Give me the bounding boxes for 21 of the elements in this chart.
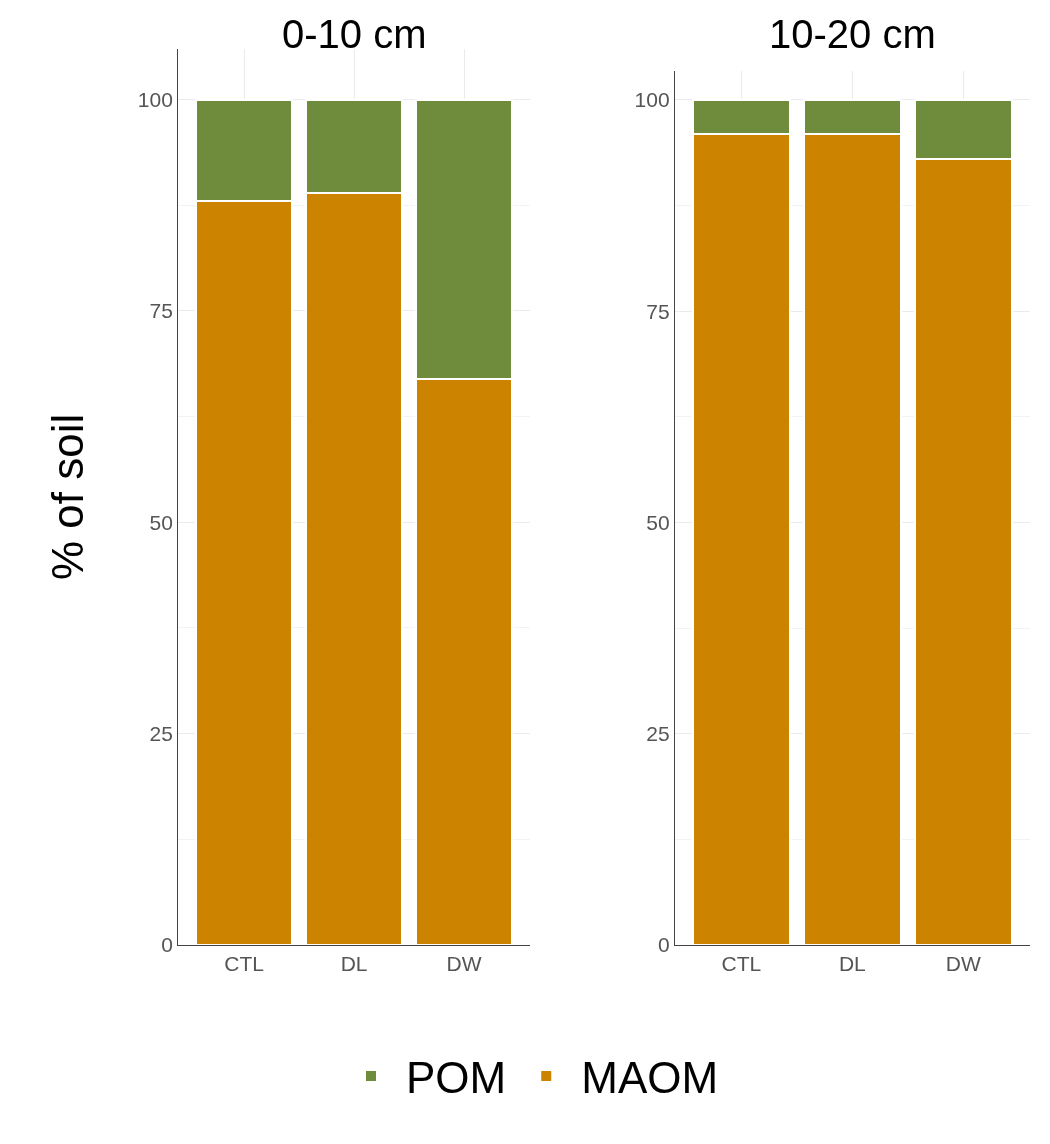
y-tick-label: 50	[646, 510, 670, 534]
x-tick-label: DL	[340, 952, 368, 976]
x-tick-label: DW	[945, 952, 981, 976]
legend-label: POM	[406, 1053, 507, 1103]
x-tick-label: CTL	[721, 952, 762, 976]
y-tick-label: 25	[646, 722, 670, 746]
y-tick-label: 75	[149, 299, 173, 323]
y-axis-title: % of soil	[42, 413, 92, 581]
y-tick-label: 50	[149, 510, 173, 534]
y-tick-label: 75	[646, 299, 670, 323]
y-tick-label: 0	[161, 933, 173, 957]
y-tick-label: 100	[137, 88, 173, 112]
y-tick-label: 25	[149, 721, 173, 745]
x-tick-label: CTL	[224, 952, 264, 976]
x-tick-label: DW	[446, 952, 482, 976]
chart-title: 10-20 cm	[769, 12, 936, 56]
y-tick-label: 0	[657, 933, 670, 957]
y-tick-label: 100	[634, 88, 670, 112]
x-tick-label: DL	[838, 952, 866, 976]
legend-label: MAOM	[581, 1053, 719, 1103]
chart-title: 0-10 cm	[282, 12, 427, 56]
